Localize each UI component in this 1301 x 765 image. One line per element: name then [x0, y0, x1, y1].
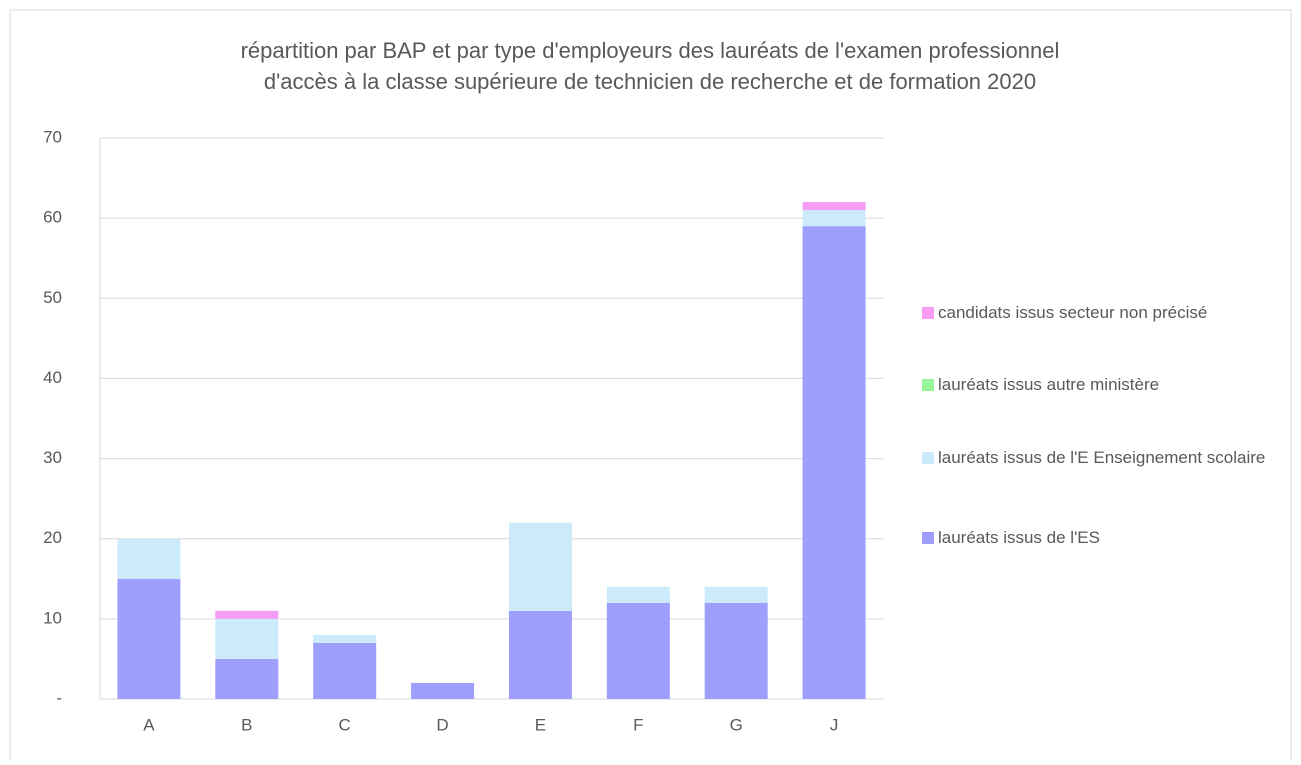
bar-segment [508, 610, 572, 699]
y-tick-label: 50 [43, 288, 62, 307]
bar-segment [704, 602, 768, 699]
x-tick-label: E [535, 715, 546, 734]
y-tick-label: 70 [43, 127, 62, 146]
x-tick-label: G [730, 715, 743, 734]
bar-segment [802, 210, 866, 227]
bar-segment [704, 586, 768, 603]
bar-segment [606, 586, 670, 603]
bar-segment [215, 610, 279, 619]
bar-segment [117, 538, 181, 579]
bar-segment [313, 642, 377, 699]
legend-item: lauréats issus autre ministère [938, 375, 1160, 394]
bar-segment [215, 658, 279, 699]
x-tick-label: D [436, 715, 448, 734]
legend-item: candidats issus secteur non précisé [938, 303, 1208, 322]
x-tick-label: B [241, 715, 252, 734]
legend-item: lauréats issus de l'E Enseignement scola… [938, 448, 1266, 467]
bar-segment [411, 682, 475, 699]
legend-label: lauréats issus autre ministère [938, 375, 1160, 394]
legend-label: lauréats issus de l'E Enseignement scola… [938, 448, 1266, 467]
legend-swatch [922, 379, 934, 391]
legend-label: lauréats issus de l'ES [938, 528, 1100, 547]
bar-segment [215, 618, 279, 659]
chart-frame [9, 9, 1292, 760]
legend-swatch [922, 452, 934, 464]
y-tick-label: 10 [43, 608, 62, 627]
legend-item: lauréats issus de l'ES [938, 528, 1100, 547]
legend-swatch [922, 532, 934, 544]
bar-segment [802, 202, 866, 211]
y-tick-label: 60 [43, 208, 62, 227]
x-tick-label: C [339, 715, 351, 734]
chart-title: d'accès à la classe supérieure de techni… [264, 69, 1036, 94]
y-tick-label: 30 [43, 448, 62, 467]
bar-segment [117, 578, 181, 699]
x-tick-label: F [633, 715, 643, 734]
bar-segment [313, 634, 377, 643]
bar-segment [606, 602, 670, 699]
y-tick-label: 40 [43, 368, 62, 387]
x-tick-label: A [143, 715, 155, 734]
bar-segment [508, 522, 572, 611]
y-tick-label: 20 [43, 528, 62, 547]
y-tick-label: - [56, 688, 62, 707]
bar-segment [802, 226, 866, 699]
legend-label: candidats issus secteur non précisé [938, 303, 1208, 322]
chart-title: répartition par BAP et par type d'employ… [241, 38, 1060, 63]
x-tick-label: J [830, 715, 839, 734]
legend-swatch [922, 307, 934, 319]
